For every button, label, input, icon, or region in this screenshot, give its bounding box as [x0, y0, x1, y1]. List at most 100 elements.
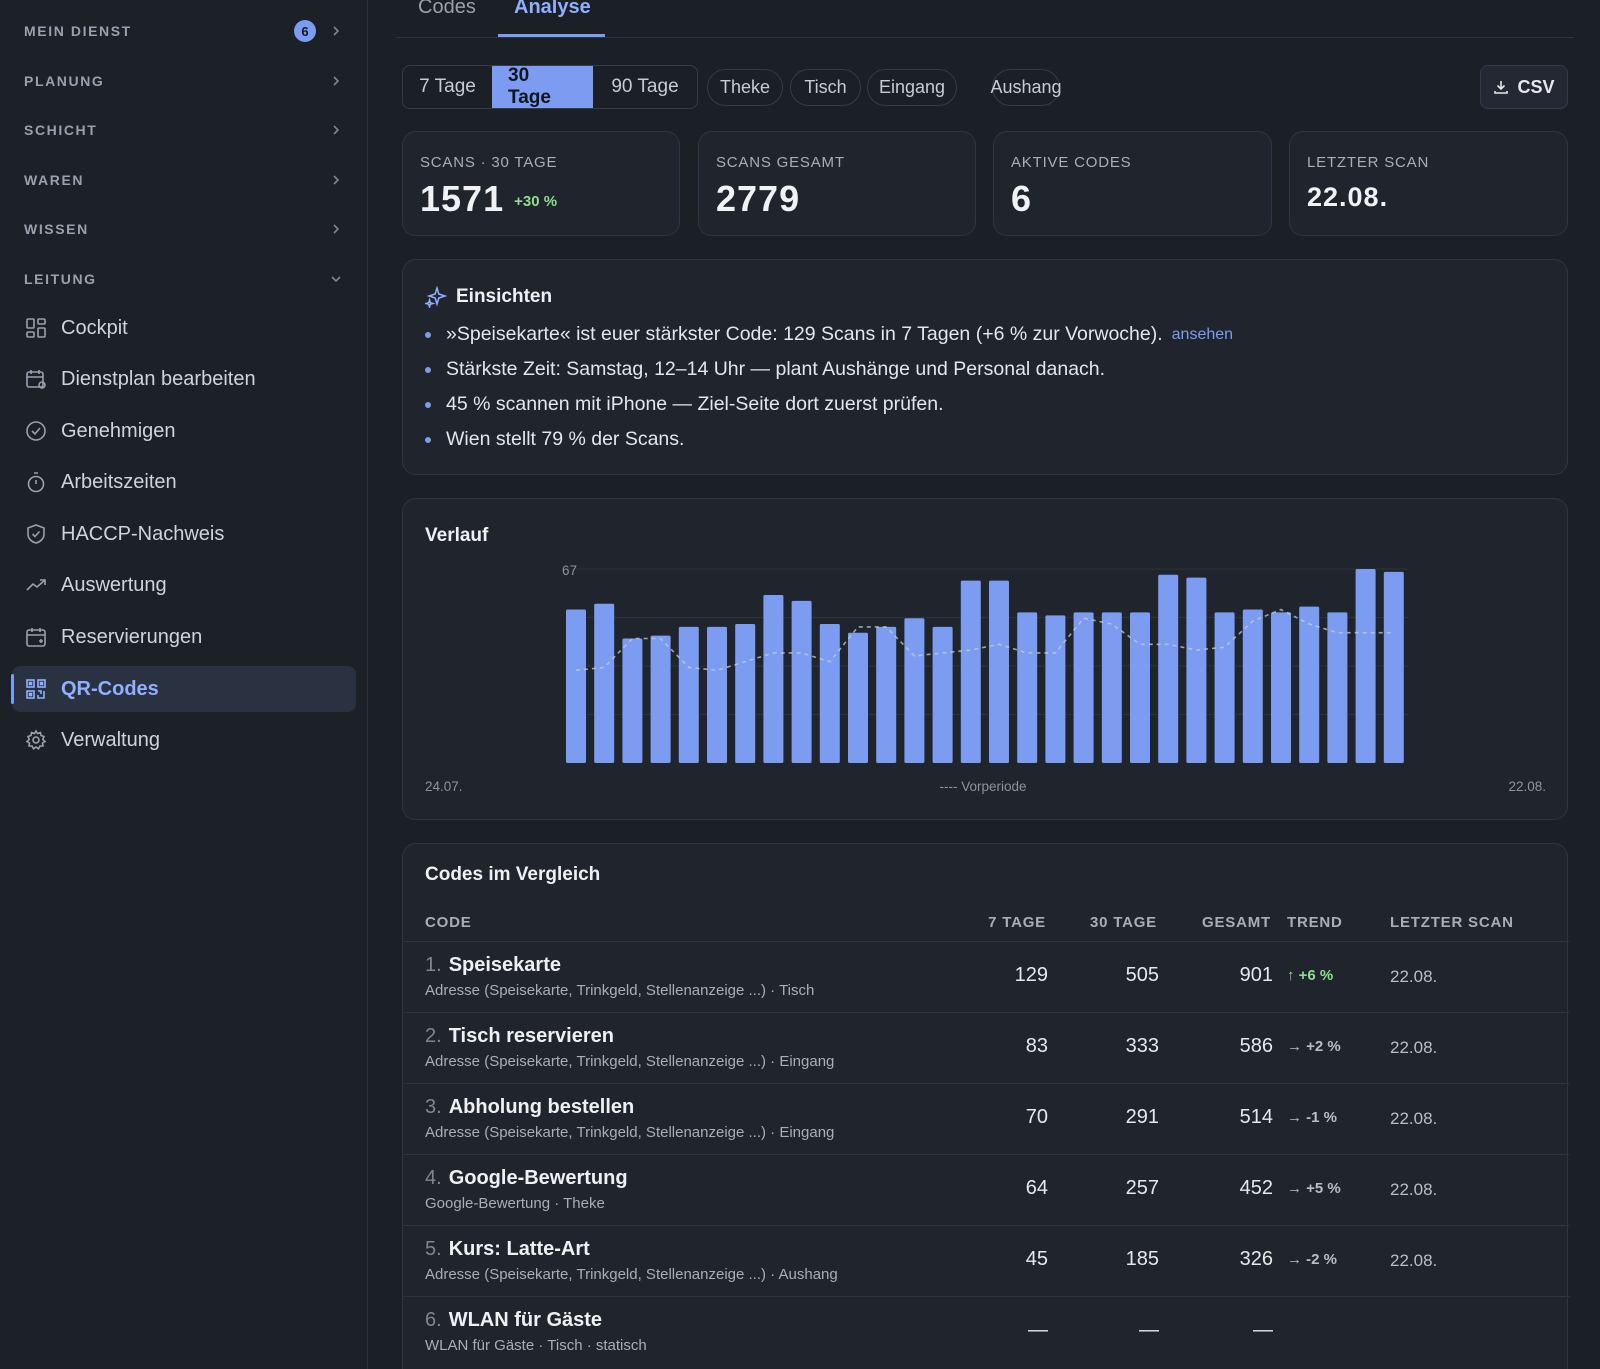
chart-bar[interactable]: [1017, 612, 1038, 763]
row-index: 2.: [425, 1025, 442, 1047]
code-name: 6. WLAN für Gäste: [425, 1309, 602, 1332]
stat-label: AKTIVE CODES: [1011, 154, 1132, 171]
table-row[interactable]: 2. Tisch reservieren Adresse (Speisekarte…: [403, 1012, 1569, 1083]
sidebar-item-auswertung[interactable]: Auswertung: [12, 562, 356, 608]
chart-bar[interactable]: [1045, 615, 1066, 763]
stat-card-scans-30: SCANS · 30 TAGE 1571 +30 %: [402, 131, 680, 236]
filter-chip-eingang[interactable]: Eingang: [867, 69, 957, 106]
section-wissen[interactable]: WISSEN: [24, 217, 342, 241]
sidebar-item-genehmigen[interactable]: Genehmigen: [12, 408, 356, 454]
table-row[interactable]: 5. Kurs: Latte-Art Adresse (Speisekarte, …: [403, 1225, 1569, 1296]
chart-bar[interactable]: [735, 624, 756, 763]
sidebar-item-arbeitszeiten[interactable]: Arbeitszeiten: [12, 459, 356, 505]
period-7-tage[interactable]: 7 Tage: [419, 76, 476, 97]
chart-bar[interactable]: [1299, 606, 1320, 763]
trend-up-icon: [26, 579, 46, 591]
chart-bar[interactable]: [848, 632, 868, 763]
section-waren[interactable]: WAREN: [24, 168, 342, 192]
chart-bar[interactable]: [1101, 612, 1122, 763]
section-leitung[interactable]: LEITUNG: [24, 267, 342, 291]
period-30-tage[interactable]: 30 Tage: [492, 66, 593, 108]
code-title: WLAN für Gäste: [448, 1309, 603, 1331]
stat-value: 6: [1011, 178, 1033, 219]
filter-chip-theke[interactable]: Theke: [707, 69, 783, 106]
sidebar-item-label: Dienstplan bearbeiten: [61, 367, 256, 390]
cell-30-tage: 257: [1125, 1177, 1159, 1199]
bullet-icon: [425, 331, 431, 338]
chart-bar[interactable]: [763, 595, 784, 763]
chart-bar[interactable]: [594, 603, 615, 763]
table-row[interactable]: 6. WLAN für Gäste WLAN für Gäste · Tisch …: [403, 1296, 1569, 1367]
x-start-label: 24.07.: [425, 779, 463, 794]
chart-bar[interactable]: [650, 635, 671, 763]
column-header-7-tage[interactable]: 7 TAGE: [988, 914, 1046, 931]
chart-bar[interactable]: [791, 600, 812, 763]
chart-bar[interactable]: [989, 580, 1009, 763]
chart-bar[interactable]: [1271, 612, 1291, 763]
csv-label: CSV: [1517, 76, 1555, 97]
tab-codes[interactable]: Codes: [418, 0, 476, 18]
chart-bar[interactable]: [876, 626, 897, 763]
tab-bar: Codes Analyse: [396, 0, 1574, 38]
cell-7-tage: 129: [1014, 964, 1048, 986]
chart-bar[interactable]: [819, 624, 840, 763]
sidebar-item-reservierungen[interactable]: Reservierungen: [12, 614, 356, 660]
tab-analyse[interactable]: Analyse: [514, 0, 591, 18]
csv-export-button[interactable]: CSV: [1480, 65, 1568, 109]
sidebar-item-label: Auswertung: [61, 573, 167, 596]
chart-bar[interactable]: [566, 609, 586, 763]
cell-trend: → -2 %: [1287, 1251, 1338, 1268]
column-header-letzter-scan[interactable]: LETZTER SCAN: [1390, 914, 1514, 931]
section-mein-dienst[interactable]: MEIN DIENST 6: [24, 19, 342, 43]
chart-bar[interactable]: [1130, 612, 1150, 763]
sidebar-item-cockpit[interactable]: Cockpit: [12, 305, 356, 351]
column-header-gesamt[interactable]: GESAMT: [1202, 914, 1271, 931]
insight-link-ansehen[interactable]: ansehen: [1171, 325, 1234, 343]
chart-bar[interactable]: [1073, 612, 1094, 763]
chart-bar[interactable]: [1242, 609, 1263, 763]
table-title: Codes im Vergleich: [425, 864, 601, 885]
filter-chip-tisch[interactable]: Tisch: [790, 69, 861, 106]
chart-bar[interactable]: [960, 580, 981, 763]
chart-bar[interactable]: [904, 618, 925, 763]
sidebar-item-haccp[interactable]: HACCP-Nachweis: [12, 511, 356, 557]
chart-bar[interactable]: [678, 626, 699, 763]
table-row[interactable]: 4. Google-Bewertung Google-Bewertung · Th…: [403, 1154, 1569, 1225]
chart-bar[interactable]: [622, 638, 643, 763]
sparkle-icon: [425, 286, 447, 308]
period-90-tage[interactable]: 90 Tage: [611, 76, 679, 97]
sidebar-item-label: HACCP-Nachweis: [61, 522, 225, 545]
chart-bar[interactable]: [1214, 612, 1235, 763]
filter-chip-aushang[interactable]: Aushang: [990, 69, 1062, 106]
table-row[interactable]: 3. Abholung bestellen Adresse (Speisekart…: [403, 1083, 1569, 1154]
chart-bar[interactable]: [1355, 569, 1376, 763]
section-schicht[interactable]: SCHICHT: [24, 118, 342, 142]
sidebar-item-qr-codes[interactable]: QR-Codes: [11, 666, 356, 712]
section-label: MEIN DIENST: [24, 23, 132, 39]
bullet-icon: [425, 366, 431, 373]
sidebar-item-label: Cockpit: [61, 316, 128, 339]
code-subtitle: Adresse (Speisekarte, Trinkgeld, Stellen…: [425, 1124, 835, 1141]
column-header-30-tage[interactable]: 30 TAGE: [1089, 914, 1157, 931]
column-header-code[interactable]: CODE: [425, 914, 472, 931]
x-end-label: 22.08.: [1508, 779, 1546, 794]
cell-gesamt: 586: [1239, 1035, 1273, 1057]
chevron-right-icon: [333, 224, 340, 234]
table-row[interactable]: 1. Speisekarte Adresse (Speisekarte, Trin…: [403, 941, 1569, 1012]
stat-label: SCANS GESAMT: [716, 154, 845, 171]
chart-bar[interactable]: [932, 626, 953, 763]
chart-bar[interactable]: [1327, 612, 1348, 763]
cell-7-tage: 83: [1025, 1035, 1048, 1057]
sidebar-item-dienstplan[interactable]: Dienstplan bearbeiten: [12, 356, 356, 402]
sidebar-item-verwaltung[interactable]: Verwaltung: [12, 717, 356, 763]
chart-bar[interactable]: [1383, 571, 1404, 763]
chart-bar[interactable]: [1158, 574, 1179, 763]
section-planung[interactable]: PLANUNG: [24, 69, 342, 93]
legend-vorperiode: ---- Vorperiode: [939, 779, 1026, 794]
chart-bar[interactable]: [1186, 577, 1207, 763]
chart-bar[interactable]: [707, 626, 727, 763]
cell-trend: → +5 %: [1287, 1180, 1341, 1197]
dashboard-icon: [26, 318, 46, 338]
column-header-trend[interactable]: TREND: [1287, 914, 1343, 931]
cell-30-tage: 505: [1125, 964, 1159, 986]
